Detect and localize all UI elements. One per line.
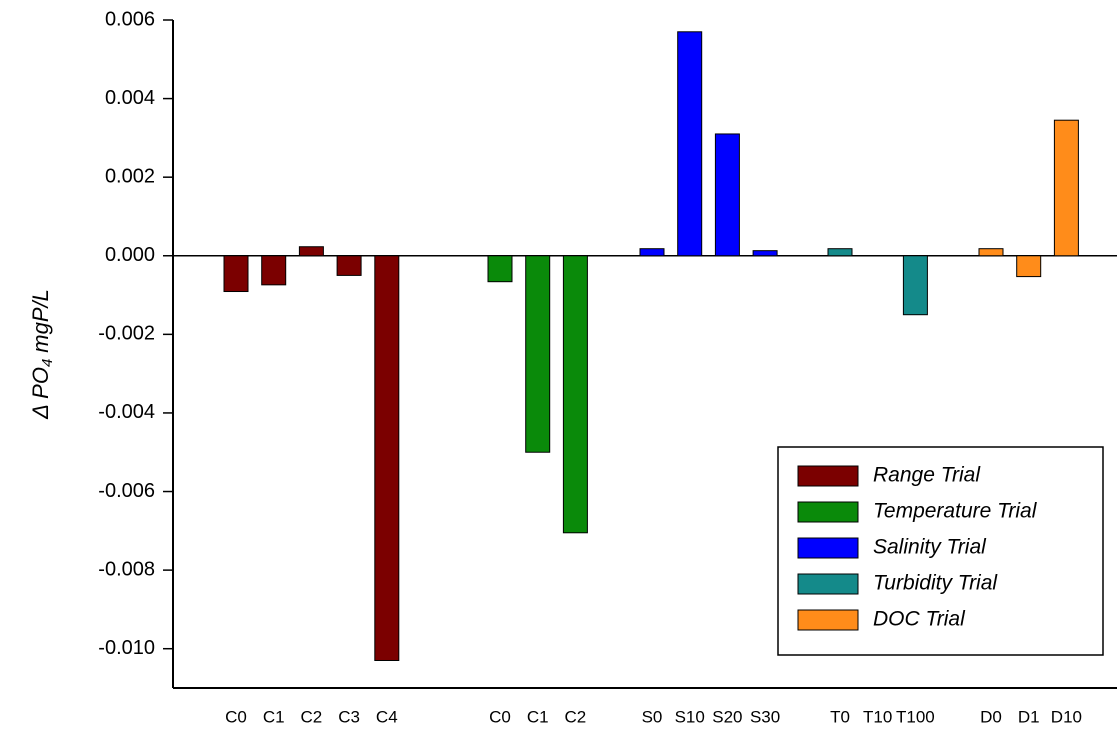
legend-swatch	[797, 501, 859, 523]
x-tick-label: C2	[301, 707, 323, 726]
x-tick-label: D10	[1051, 707, 1082, 726]
legend-swatch	[797, 573, 859, 595]
x-tick-label: D1	[1018, 707, 1040, 726]
legend-swatch	[797, 609, 859, 631]
bar	[487, 255, 513, 283]
legend-label: Turbidity Trial	[873, 572, 998, 595]
y-label-main: Δ PO	[28, 367, 53, 420]
bar	[978, 248, 1004, 257]
bar	[525, 255, 551, 453]
legend-swatch	[797, 537, 859, 559]
bar	[336, 255, 362, 276]
bar	[714, 133, 740, 257]
y-tick-label: -0.004	[98, 401, 155, 423]
y-label-sub: 4	[39, 359, 56, 367]
bar	[298, 246, 324, 257]
x-tick-label: C4	[376, 707, 398, 726]
y-label-unit: mgP/L	[28, 289, 53, 353]
x-tick-label: T10	[863, 707, 892, 726]
x-tick-label: T100	[896, 707, 935, 726]
x-tick-label: S10	[675, 707, 705, 726]
legend-label: Salinity Trial	[873, 536, 987, 559]
y-tick-label: -0.006	[98, 480, 155, 502]
x-tick-label: D0	[980, 707, 1002, 726]
x-tick-label: C2	[565, 707, 587, 726]
y-axis-label: Δ PO4 mgP/L	[28, 289, 56, 420]
bar	[677, 31, 703, 257]
x-tick-label: S30	[750, 707, 780, 726]
legend-swatch	[797, 465, 859, 487]
y-tick-label: 0.006	[105, 8, 155, 30]
y-tick-label: 0.004	[105, 87, 155, 109]
legend-label: Range Trial	[873, 464, 981, 487]
bar	[1053, 119, 1079, 257]
y-tick-label: -0.010	[98, 637, 155, 659]
y-tick-label: -0.008	[98, 558, 155, 580]
legend-label: DOC Trial	[873, 608, 966, 631]
x-tick-label: C0	[489, 707, 511, 726]
x-tick-label: C0	[225, 707, 247, 726]
x-tick-label: C1	[263, 707, 285, 726]
bar	[374, 255, 400, 661]
bar	[902, 255, 928, 316]
bar	[639, 248, 665, 257]
bar	[1016, 255, 1042, 278]
bar	[752, 250, 778, 257]
y-tick-label: -0.002	[98, 323, 155, 345]
y-tick-label: 0.002	[105, 165, 155, 187]
x-tick-label: S0	[642, 707, 663, 726]
x-tick-label: C3	[338, 707, 360, 726]
bar	[827, 248, 853, 257]
legend-label: Temperature Trial	[873, 500, 1038, 523]
y-tick-label: 0.000	[105, 244, 155, 266]
x-tick-label: S20	[712, 707, 742, 726]
bar	[562, 255, 588, 534]
x-tick-label: C1	[527, 707, 549, 726]
bar	[261, 255, 287, 286]
bar	[223, 255, 249, 293]
x-tick-label: T0	[830, 707, 850, 726]
